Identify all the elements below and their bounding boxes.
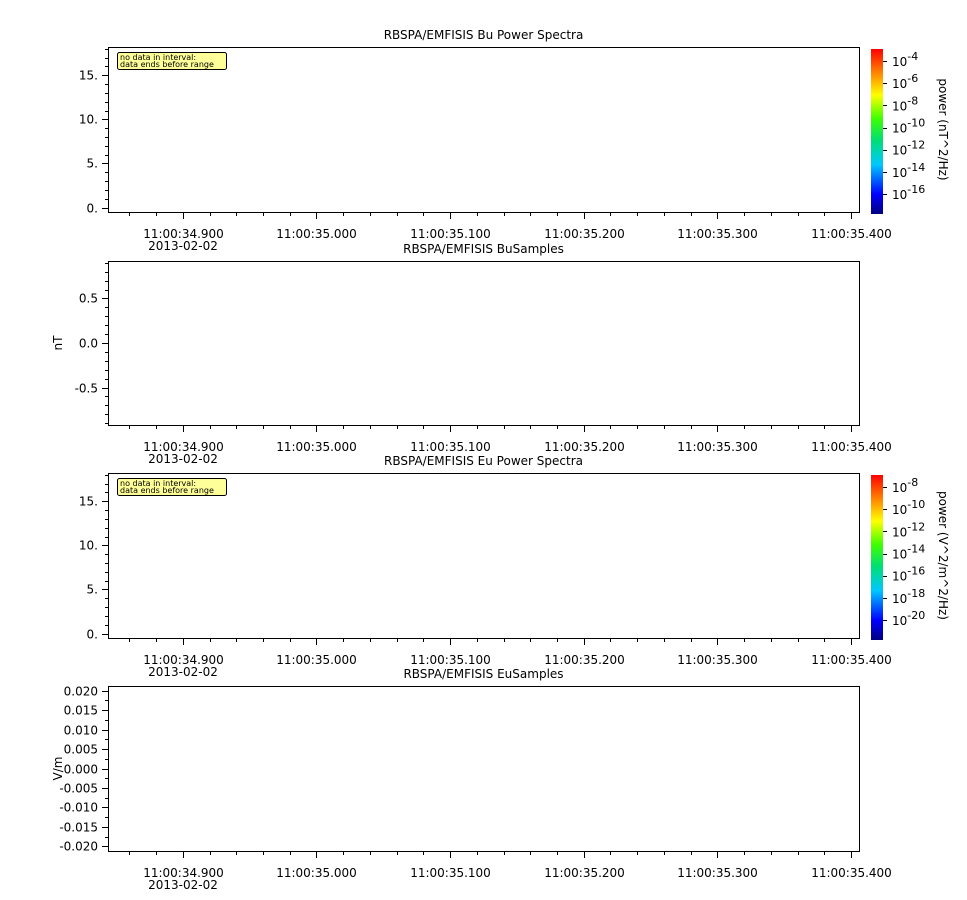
y-axis: 0. 5. 10. 15.	[79, 475, 108, 642]
y-tick-label: 15.	[79, 495, 98, 509]
plot-frame	[108, 686, 860, 852]
colorbar-tick-label: 10-8	[892, 476, 918, 495]
panel-1: RBSPA/EMFISIS Bu Power Spectra 0. 5. 10. 15.…	[79, 28, 950, 253]
colorbar-tick-label: 10-12	[892, 139, 925, 158]
x-axis: 11:00:34.900 11:00:35.000 11:00:35.100 11:0…	[129, 639, 892, 679]
no-data-note: no data in interval:data ends before ran…	[117, 52, 227, 70]
x-date-label: 2013-02-02	[148, 452, 218, 466]
note-line: data ends before range	[120, 60, 214, 69]
colorbar-tick-label: 10-10	[892, 498, 925, 517]
y-tick-label: -0.015	[59, 821, 98, 835]
colorbar-label: power (nT^2/Hz)	[936, 78, 950, 180]
x-tick-label: 11:00:35.000	[276, 227, 357, 241]
x-tick-label: 11:00:35.400	[811, 653, 892, 667]
y-tick-label: 5.	[87, 583, 98, 597]
y-tick-label: 0.015	[64, 704, 98, 718]
colorbar-tick-label: 10-4	[892, 50, 918, 69]
colorbar-gradient	[871, 475, 883, 640]
x-tick-label: 11:00:35.300	[677, 227, 758, 241]
x-axis: 11:00:34.900 11:00:35.000 11:00:35.100 11:0…	[129, 213, 892, 253]
colorbar-tick-label: 10-14	[892, 543, 925, 562]
no-data-note: no data in interval:data ends before ran…	[117, 478, 227, 496]
panel-2: RBSPA/EMFISIS BuSamples 0.5 0.0 -0.5 nT 11:00…	[51, 242, 892, 466]
colorbar-label: power (V^2/m^2/Hz)	[936, 491, 950, 620]
x-tick-label: 11:00:35.300	[677, 866, 758, 880]
x-tick-label: 11:00:35.400	[811, 227, 892, 241]
x-tick-label: 11:00:35.200	[544, 653, 625, 667]
x-axis: 11:00:34.900 11:00:35.000 11:00:35.100 11:0…	[129, 426, 892, 466]
x-tick-label: 11:00:35.100	[410, 227, 491, 241]
colorbar-tick-label: 10-16	[892, 183, 925, 202]
panel-title: RBSPA/EMFISIS BuSamples	[403, 242, 564, 256]
colorbar-tick-label: 10-6	[892, 72, 918, 91]
colorbar-tick-label: 10-14	[892, 161, 925, 180]
y-tick-label: -0.5	[75, 382, 98, 396]
x-axis: 11:00:34.900 11:00:35.000 11:00:35.100 11:0…	[129, 852, 892, 892]
colorbar-tick-label: 10-16	[892, 565, 925, 584]
x-tick-label: 11:00:34.900	[143, 653, 224, 667]
note-box	[117, 478, 227, 496]
x-tick-label: 11:00:35.200	[544, 440, 625, 454]
note-line: no data in interval:	[120, 53, 196, 62]
y-tick-label: 10.	[79, 539, 98, 553]
panel-4: RBSPA/EMFISIS EuSamples0.0200.0150.0100.…	[51, 667, 892, 892]
x-tick-label: 11:00:34.900	[143, 866, 224, 880]
colorbar-tick-label: 10-18	[892, 587, 925, 606]
note-box	[117, 52, 227, 70]
colorbar-tick-label: 10-10	[892, 117, 925, 136]
x-tick-label: 11:00:35.000	[276, 440, 357, 454]
y-tick-label: -0.010	[59, 801, 98, 815]
x-tick-label: 11:00:35.100	[410, 866, 491, 880]
colorbar: 10-4 10-6 10-8 10-10 10-12 10-14 10-16 power (n…	[871, 49, 950, 214]
x-tick-label: 11:00:35.400	[811, 440, 892, 454]
y-axis-label: V/m	[51, 757, 65, 781]
y-tick-label: -0.005	[59, 782, 98, 796]
y-tick-label: 0.005	[64, 743, 98, 757]
x-tick-label: 11:00:34.900	[143, 440, 224, 454]
x-tick-label: 11:00:35.000	[276, 866, 357, 880]
colorbar-tick-label: 10-8	[892, 94, 918, 113]
y-tick-label: 0.020	[64, 685, 98, 699]
note-line: no data in interval:	[120, 479, 196, 488]
y-tick-label: -0.020	[59, 840, 98, 854]
y-axis-label: nT	[51, 335, 65, 351]
plot-frame	[108, 47, 860, 213]
y-tick-label: 15.	[79, 69, 98, 83]
x-date-label: 2013-02-02	[148, 878, 218, 892]
y-tick-label: 0.000	[64, 763, 98, 777]
x-date-label: 2013-02-02	[148, 665, 218, 679]
colorbar-tick-label: 10-20	[892, 609, 925, 628]
y-axis: 0.5 0.0 -0.5	[75, 263, 108, 424]
colorbar-tick-label: 10-12	[892, 520, 925, 539]
colorbar-gradient	[871, 49, 883, 214]
y-tick-label: 0.0	[79, 337, 98, 351]
y-axis: 0.020 0.015 0.010 0.005 0.000 -0.005 -0.010 -0.…	[59, 685, 108, 854]
x-tick-label: 11:00:35.200	[544, 866, 625, 880]
plot-frame	[108, 473, 860, 639]
y-tick-label: 0.5	[79, 292, 98, 306]
x-tick-label: 11:00:35.100	[410, 440, 491, 454]
x-tick-label: 11:00:34.900	[143, 227, 224, 241]
panel-title: RBSPA/EMFISIS EuSamples	[403, 667, 563, 681]
panel-title: RBSPA/EMFISIS Eu Power Spectra	[384, 454, 583, 468]
panel-title: RBSPA/EMFISIS Bu Power Spectra	[384, 28, 584, 42]
x-tick-label: 11:00:35.200	[544, 227, 625, 241]
panel-3: RBSPA/EMFISIS Eu Power Spectra 0. 5. 10. 15.…	[79, 454, 950, 679]
y-axis: 0. 5. 10. 15.	[79, 49, 108, 216]
y-tick-label: 0.	[87, 628, 98, 642]
x-tick-label: 11:00:35.000	[276, 653, 357, 667]
y-tick-label: 0.	[87, 202, 98, 216]
x-tick-label: 11:00:35.100	[410, 653, 491, 667]
y-tick-label: 0.010	[64, 724, 98, 738]
x-date-label: 2013-02-02	[148, 239, 218, 253]
y-tick-label: 10.	[79, 113, 98, 127]
note-line: data ends before range	[120, 486, 214, 495]
colorbar: 10-8 10-10 10-12 10-14 10-16 10-18 10-20 power …	[871, 475, 950, 640]
y-tick-label: 5.	[87, 157, 98, 171]
x-tick-label: 11:00:35.300	[677, 440, 758, 454]
plot-frame	[108, 261, 860, 426]
x-tick-label: 11:00:35.400	[811, 866, 892, 880]
x-tick-label: 11:00:35.300	[677, 653, 758, 667]
